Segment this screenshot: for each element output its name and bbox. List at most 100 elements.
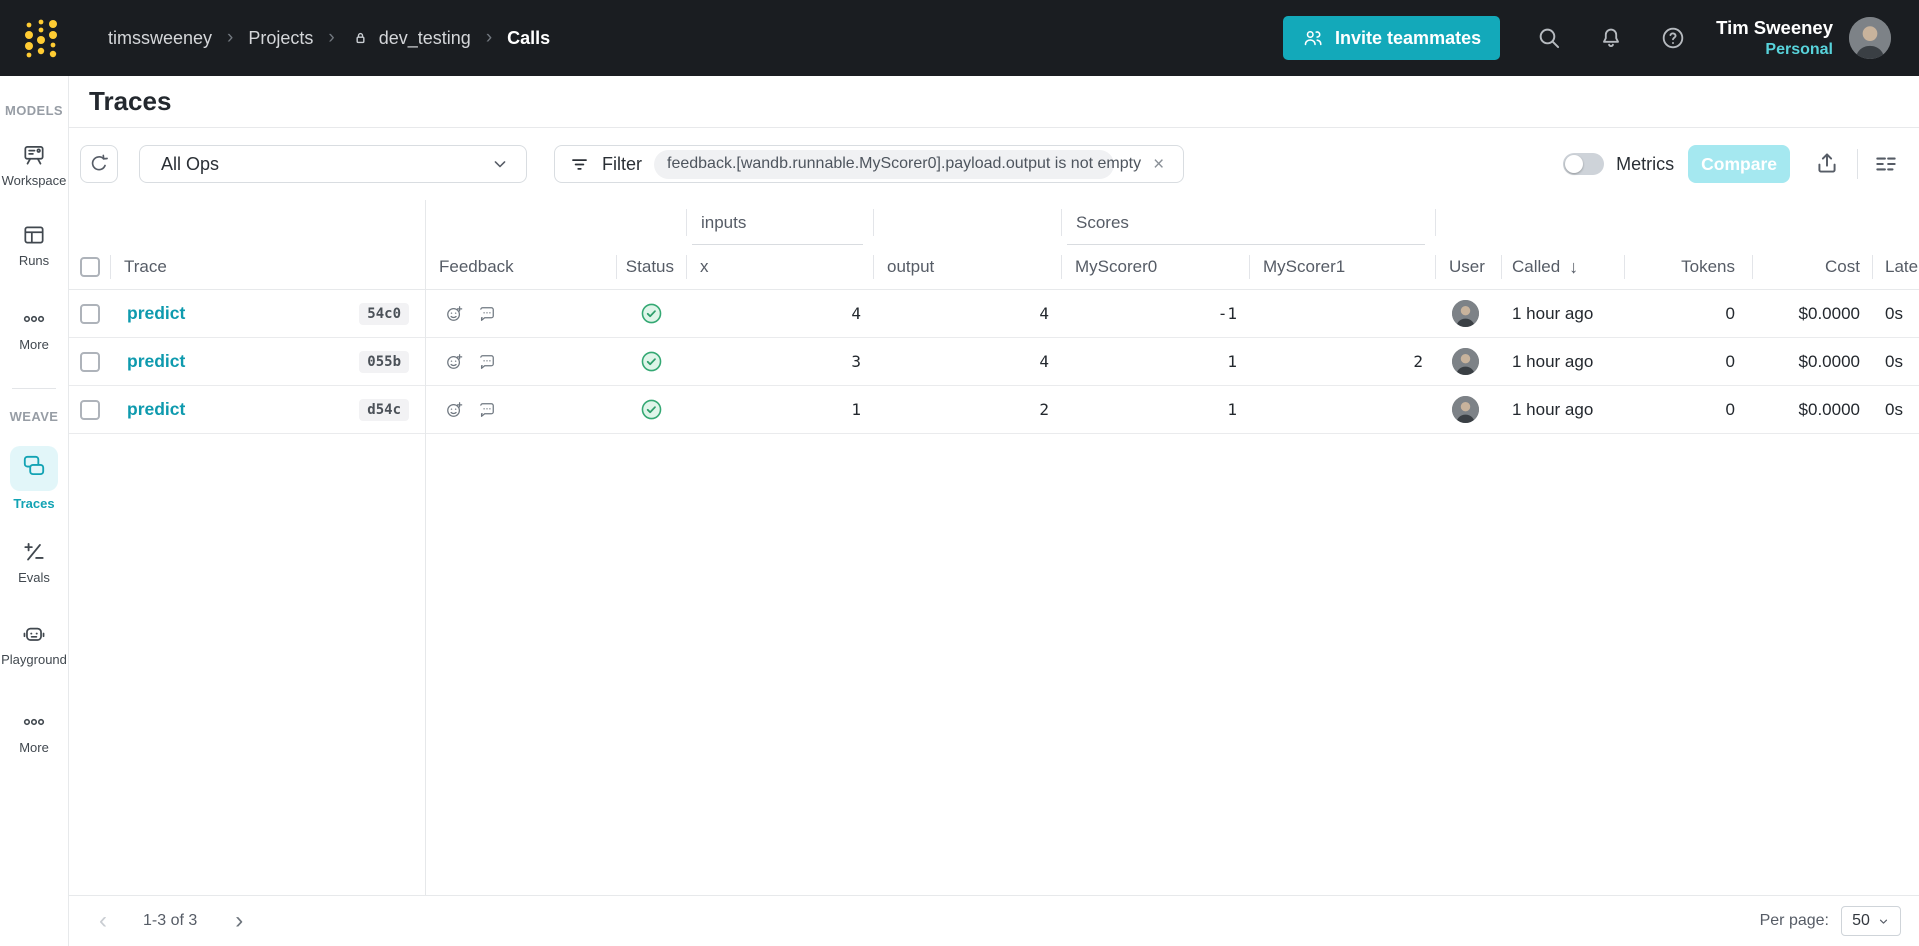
- breadcrumb-user[interactable]: timssweeney: [108, 27, 213, 48]
- trace-link[interactable]: predict: [127, 351, 186, 371]
- group-header-spacer: [873, 200, 1061, 245]
- group-header-spacer: [425, 200, 686, 245]
- cell-myscorer1: [1249, 386, 1435, 434]
- column-header-called[interactable]: Called ↓: [1501, 245, 1624, 290]
- column-header-x[interactable]: x: [686, 245, 873, 290]
- next-page-button[interactable]: ›: [235, 907, 244, 934]
- cell-tokens: 0: [1624, 290, 1752, 338]
- calls-table: inputs Scores Trace Feedback Status x ou…: [69, 200, 1919, 895]
- filter-chip-text: feedback.[wandb.runnable.MyScorer0].payl…: [667, 155, 1142, 172]
- cell-tokens: 0: [1624, 338, 1752, 386]
- filter-bar[interactable]: Filter feedback.[wandb.runnable.MyScorer…: [554, 145, 1184, 183]
- cell-latency: 0s: [1872, 338, 1919, 386]
- sidebar-section-models: MODELS: [4, 103, 63, 118]
- trace-link[interactable]: predict: [127, 303, 186, 323]
- table-row: [69, 386, 110, 434]
- refresh-button[interactable]: [80, 145, 118, 183]
- bell-icon[interactable]: [1598, 25, 1624, 51]
- column-header-myscorer1[interactable]: MyScorer1: [1249, 245, 1435, 290]
- comment-icon[interactable]: [477, 352, 497, 372]
- per-page-select[interactable]: 50: [1841, 906, 1901, 936]
- user-name: Tim Sweeney: [1716, 17, 1833, 39]
- comment-icon[interactable]: [477, 304, 497, 324]
- wandb-logo-icon[interactable]: [24, 15, 58, 61]
- sidebar-item-playground[interactable]: Playground: [0, 621, 69, 667]
- cell-latency: 0s: [1872, 386, 1919, 434]
- column-header-tokens[interactable]: Tokens: [1624, 245, 1752, 290]
- breadcrumb-separator: ›: [227, 27, 234, 48]
- toggle-knob: [1565, 155, 1584, 173]
- cell-myscorer0: 1: [1061, 386, 1249, 434]
- compare-button[interactable]: Compare: [1688, 145, 1790, 183]
- sidebar-item-runs[interactable]: Runs: [0, 222, 69, 268]
- top-navbar: timssweeney › Projects › dev_testing › C…: [0, 0, 1919, 76]
- ops-filter-select[interactable]: All Ops: [139, 145, 527, 183]
- manage-columns-icon[interactable]: [1873, 151, 1899, 177]
- breadcrumb-project[interactable]: dev_testing: [350, 28, 471, 49]
- playground-icon: [23, 627, 45, 641]
- table-row: [69, 290, 110, 338]
- column-header-status[interactable]: Status: [616, 245, 686, 290]
- filter-chip[interactable]: feedback.[wandb.runnable.MyScorer0].payl…: [654, 149, 1164, 179]
- row-checkbox[interactable]: [79, 351, 100, 372]
- cell-myscorer1: 2: [1249, 338, 1435, 386]
- help-icon[interactable]: [1660, 25, 1686, 51]
- sidebar-item-traces[interactable]: Traces: [0, 446, 69, 511]
- evals-icon: [24, 542, 44, 561]
- cell-x: 3: [686, 338, 873, 386]
- avatar: [1452, 396, 1479, 423]
- invite-teammates-button[interactable]: Invite teammates: [1283, 16, 1501, 60]
- group-header-spacer: [69, 200, 425, 245]
- toolbar-divider: [1857, 149, 1858, 179]
- status-success-icon: [641, 399, 661, 420]
- status-success-icon: [641, 303, 661, 324]
- add-reaction-icon[interactable]: [444, 352, 464, 372]
- column-header-output[interactable]: output: [873, 245, 1061, 290]
- sidebar-item-models-more[interactable]: More: [0, 306, 69, 352]
- ops-filter-value: All Ops: [161, 153, 220, 174]
- select-all-checkbox-cell: [69, 245, 110, 290]
- sidebar-item-evals[interactable]: Evals: [0, 539, 69, 585]
- row-checkbox[interactable]: [79, 303, 100, 324]
- calls-toolbar: All Ops Filter feedback.[wandb.runnable.…: [69, 128, 1919, 200]
- row-checkbox[interactable]: [79, 399, 100, 420]
- avatar: [1452, 300, 1479, 327]
- export-icon[interactable]: [1814, 151, 1840, 177]
- trace-link[interactable]: predict: [127, 399, 186, 419]
- previous-page-button[interactable]: ‹: [99, 907, 107, 934]
- column-header-myscorer0[interactable]: MyScorer0: [1061, 245, 1249, 290]
- pinned-column-divider: [425, 200, 426, 895]
- page-title: Traces: [89, 86, 172, 116]
- traces-icon-pill: [10, 446, 58, 491]
- select-all-checkbox[interactable]: [79, 257, 100, 277]
- breadcrumb-projects[interactable]: Projects: [248, 27, 314, 48]
- metrics-toggle[interactable]: [1563, 153, 1605, 175]
- sidebar-item-weave-more[interactable]: More: [0, 709, 69, 755]
- avatar[interactable]: [1849, 17, 1891, 59]
- user-menu[interactable]: Tim Sweeney Personal: [1716, 17, 1833, 58]
- sidebar-item-workspace[interactable]: Workspace: [0, 142, 69, 188]
- column-header-trace[interactable]: Trace: [110, 245, 425, 290]
- call-id-badge: 54c0: [359, 302, 409, 325]
- search-icon[interactable]: [1536, 25, 1562, 51]
- more-icon: [23, 718, 45, 726]
- column-header-latency[interactable]: Late: [1872, 245, 1919, 290]
- pagination-range: 1-3 of 3: [143, 912, 198, 929]
- page-header: Traces: [69, 76, 1919, 128]
- add-reaction-icon[interactable]: [444, 304, 464, 324]
- people-icon: [1304, 30, 1322, 46]
- column-header-cost[interactable]: Cost: [1752, 245, 1872, 290]
- sort-descending-icon[interactable]: ↓: [1569, 256, 1579, 277]
- call-id-badge: d54c: [359, 398, 409, 421]
- traces-icon: [23, 455, 45, 476]
- cell-myscorer0: -1: [1061, 290, 1249, 338]
- cell-x: 1: [686, 386, 873, 434]
- column-header-user[interactable]: User: [1435, 245, 1501, 290]
- close-icon[interactable]: ×: [1153, 153, 1165, 175]
- comment-icon[interactable]: [477, 400, 497, 420]
- metrics-label: Metrics: [1616, 153, 1675, 174]
- breadcrumb-calls[interactable]: Calls: [507, 27, 551, 48]
- column-header-feedback[interactable]: Feedback: [425, 245, 616, 290]
- add-reaction-icon[interactable]: [444, 400, 464, 420]
- lock-icon: [356, 32, 365, 43]
